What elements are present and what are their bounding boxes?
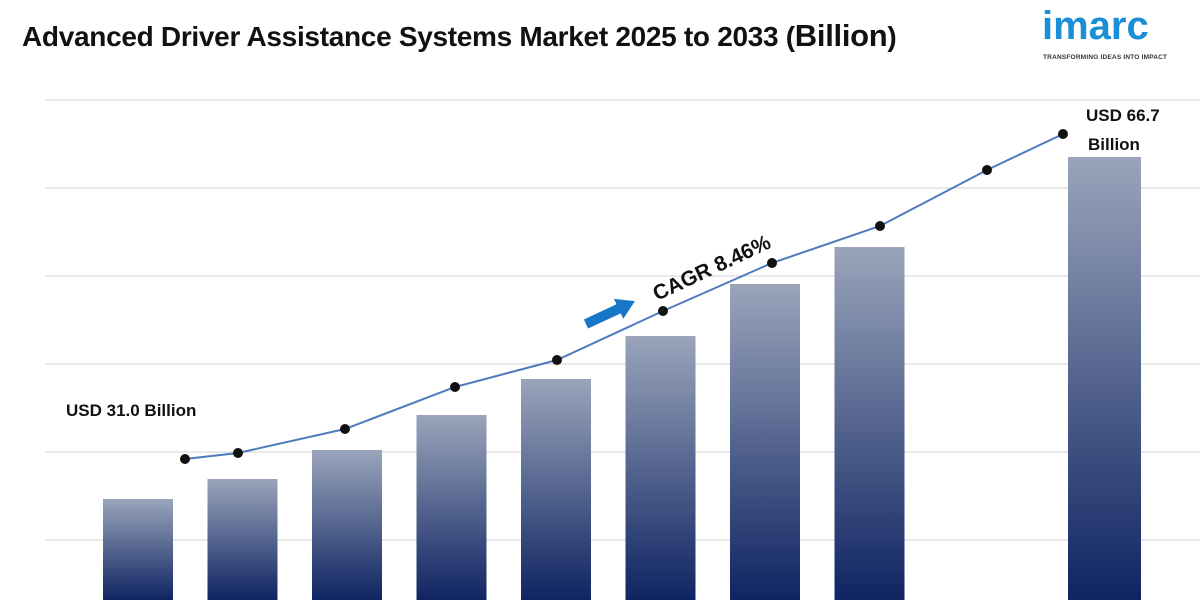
start-value-label: USD 31.0 Billion: [66, 401, 196, 420]
title-unit: Billion: [794, 18, 888, 53]
trend-dot-9: [1058, 129, 1068, 139]
logo-brand: imarc: [1042, 4, 1149, 48]
trend-dot-1: [233, 448, 243, 458]
imarc-logo: imarc TRANSFORMING IDEAS INTO IMPACT: [1040, 4, 1180, 64]
title-close: ): [887, 21, 897, 52]
bar-2025: [103, 499, 173, 600]
bar-2032: [834, 247, 905, 600]
bar-2029: [521, 379, 591, 600]
trend-dot-5: [658, 306, 668, 316]
bar-2031: [730, 284, 800, 600]
end-value-label-line1: USD 66.7: [1086, 106, 1160, 125]
trend-dots: [180, 129, 1068, 464]
bar-2026: [207, 479, 278, 600]
trend-dot-3: [450, 382, 460, 392]
trend-line: [184, 133, 1064, 460]
gridlines: [45, 99, 1200, 541]
bar-2027: [312, 450, 382, 600]
bar-2028: [416, 415, 487, 600]
trend-dot-0: [180, 454, 190, 464]
trend-dot-7: [875, 221, 885, 231]
cagr-arrow: [583, 298, 635, 329]
trend-dot-4: [552, 355, 562, 365]
logo-tagline: TRANSFORMING IDEAS INTO IMPACT: [1043, 54, 1168, 61]
trend-dot-2: [340, 424, 350, 434]
bars: [103, 157, 1141, 600]
bar-2030: [625, 336, 696, 600]
title-text: Advanced Driver Assistance Systems Marke…: [22, 21, 795, 52]
trend-dot-6: [767, 258, 777, 268]
bar-2033: [1068, 157, 1141, 600]
end-value-label-line2: Billion: [1088, 135, 1140, 154]
trend-dot-8: [982, 165, 992, 175]
chart-title: Advanced Driver Assistance Systems Marke…: [22, 18, 897, 54]
